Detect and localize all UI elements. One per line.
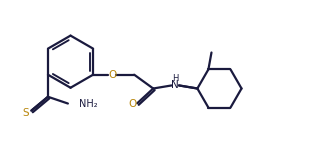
Text: O: O (128, 99, 137, 109)
Text: NH₂: NH₂ (79, 99, 97, 109)
Text: S: S (22, 108, 29, 118)
Text: H: H (172, 74, 178, 83)
Text: N: N (171, 80, 179, 90)
Text: O: O (108, 70, 116, 80)
